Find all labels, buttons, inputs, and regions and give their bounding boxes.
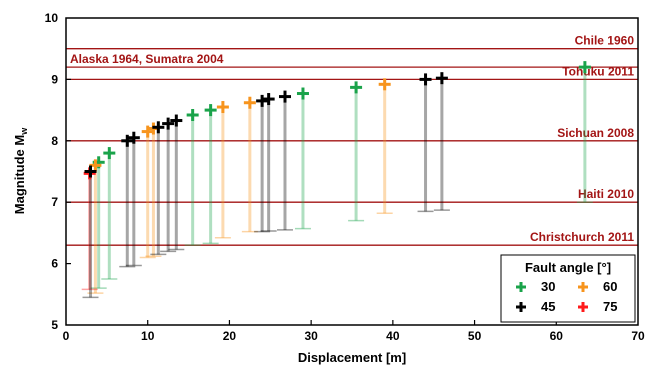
legend-item: 30 [516, 279, 555, 294]
data-point-marker [186, 109, 199, 122]
data-point-marker [262, 93, 275, 106]
data-point-marker [204, 104, 217, 117]
reference-label: Chile 1960 [575, 34, 635, 48]
data-point-marker [216, 101, 229, 114]
x-tick-label: 30 [304, 329, 318, 343]
y-axis-ticks: 5 6 7 8 9 10 [45, 11, 71, 332]
y-tick-label: 8 [51, 134, 58, 148]
magnitude-ranges [81, 67, 593, 299]
data-point-marker [170, 114, 183, 127]
data-point-marker [162, 117, 175, 130]
y-tick-label: 10 [45, 11, 59, 25]
data-point-marker [103, 147, 116, 160]
data-markers [83, 61, 591, 180]
data-point-marker [378, 78, 391, 91]
legend-marker [516, 282, 526, 292]
reference-label: Haiti 2010 [578, 187, 634, 201]
reference-labels: Chile 1960 Alaska 1964, Sumatra 2004 Tohuk… [70, 34, 634, 244]
reference-label: Tohuku 2011 [562, 64, 634, 78]
reference-lines [66, 48, 638, 246]
data-point-marker [256, 94, 269, 107]
data-point-marker [89, 159, 102, 172]
legend-marker [516, 302, 526, 312]
x-tick-label: 10 [141, 329, 155, 343]
x-tick-label: 60 [550, 329, 564, 343]
data-point-marker [152, 121, 165, 134]
y-axis-label-main: Magnitude M [12, 135, 27, 214]
data-point-marker [296, 87, 309, 100]
y-tick-label: 6 [51, 257, 58, 271]
data-point-marker [435, 72, 448, 85]
plot-frame [65, 17, 639, 326]
legend-items: 30 60 45 75 [516, 279, 617, 314]
legend-label: 30 [541, 279, 555, 294]
data-point-marker [84, 165, 97, 178]
data-point-marker [121, 134, 134, 147]
data-point-marker [578, 61, 591, 74]
x-tick-label: 40 [386, 329, 400, 343]
x-axis-label: Displacement [m] [298, 350, 406, 365]
data-point-marker [243, 96, 256, 109]
y-tick-label: 5 [51, 318, 58, 332]
legend: Fault angle [°] 30 60 45 75 [500, 254, 636, 323]
legend-item: 45 [516, 299, 555, 314]
data-point-marker [350, 81, 363, 94]
legend-marker [578, 282, 588, 292]
y-tick-label: 9 [51, 72, 58, 86]
x-tick-label: 0 [63, 329, 70, 343]
reference-label: Sichuan 2008 [557, 126, 634, 140]
legend-marker [578, 302, 588, 312]
y-tick-label: 7 [51, 195, 58, 209]
legend-item: 75 [578, 299, 617, 314]
data-point-marker [127, 131, 140, 144]
x-axis-ticks: 0 10 20 30 40 50 60 70 [63, 320, 645, 343]
reference-label: Christchurch 2011 [530, 230, 634, 244]
data-point-marker [419, 73, 432, 86]
y-axis-label-subscript: w [19, 127, 29, 136]
reference-label: Alaska 1964, Sumatra 2004 [70, 52, 224, 66]
x-tick-label: 50 [468, 329, 482, 343]
legend-label: 60 [603, 279, 617, 294]
legend-title: Fault angle [°] [525, 260, 611, 275]
data-point-marker [278, 90, 291, 103]
x-tick-label: 20 [223, 329, 237, 343]
legend-label: 45 [541, 299, 555, 314]
y-axis-label: Magnitude Mw [12, 127, 29, 214]
legend-item: 60 [578, 279, 617, 294]
x-tick-label: 70 [631, 329, 645, 343]
legend-label: 75 [603, 299, 617, 314]
